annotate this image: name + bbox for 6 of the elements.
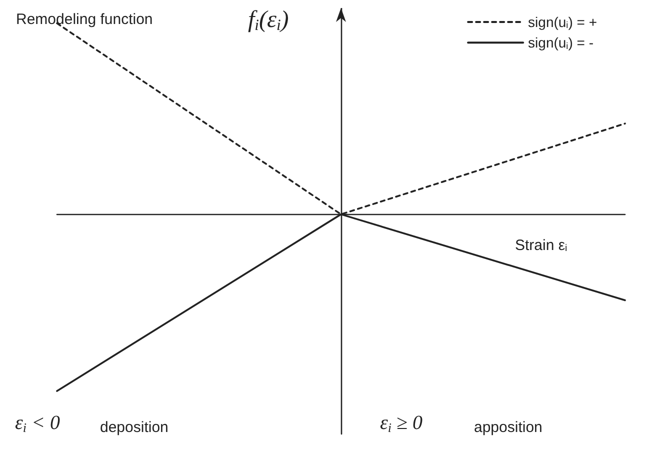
- x-axis-title: Strain εi: [515, 236, 568, 254]
- text: apposition: [474, 419, 542, 436]
- legend-label: sign(ui) = -: [528, 34, 594, 51]
- text: deposition: [100, 419, 168, 436]
- chart-title: Remodeling function: [16, 11, 153, 28]
- legend-label: sign(ui) = +: [528, 14, 598, 30]
